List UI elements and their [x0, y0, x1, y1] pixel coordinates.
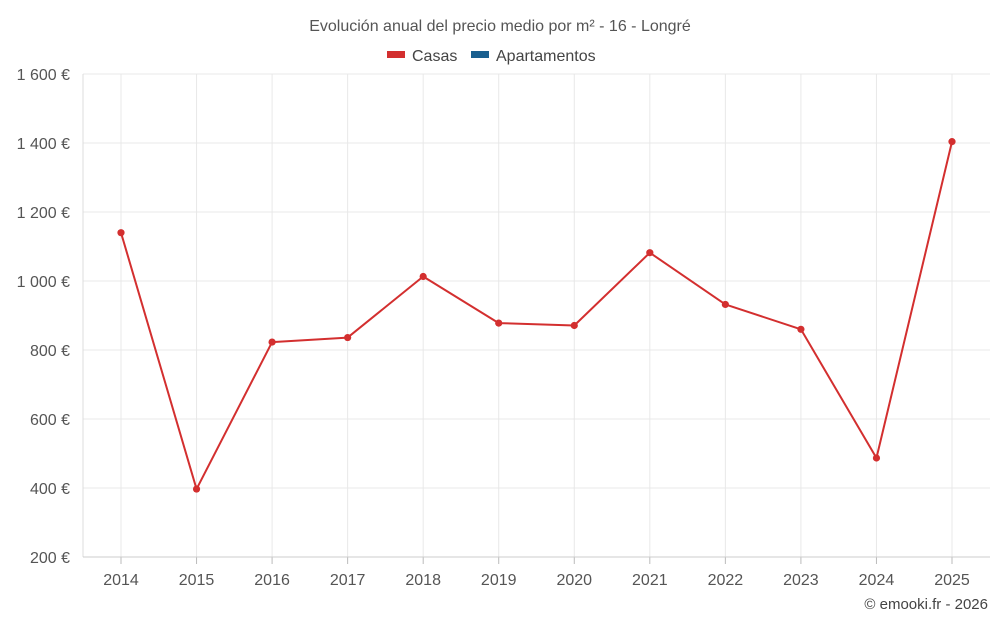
- legend: Casas Apartamentos: [387, 48, 596, 65]
- legend-item-casas[interactable]: Casas: [387, 48, 457, 65]
- chart-title: Evolución anual del precio medio por m² …: [309, 18, 691, 35]
- series-casas: [117, 138, 956, 493]
- data-point: [268, 338, 276, 346]
- data-point: [117, 229, 125, 237]
- data-point: [721, 300, 729, 309]
- series-line-casas: [120, 141, 953, 491]
- data-point: [646, 249, 654, 257]
- y-gridlines: [83, 73, 990, 489]
- legend-swatch-casas: [387, 51, 405, 58]
- x-tick-label: 2023: [783, 572, 819, 589]
- x-tick-label: 2014: [103, 572, 139, 589]
- x-tick-label: 2015: [179, 572, 215, 589]
- y-tick-label: 800 €: [30, 343, 70, 360]
- legend-label-casas: Casas: [412, 48, 457, 65]
- legend-label-apartamentos: Apartamentos: [496, 48, 596, 65]
- x-tick-label: 2020: [556, 572, 592, 589]
- y-tick-label: 1 200 €: [17, 205, 70, 222]
- y-tick-label: 400 €: [30, 481, 70, 498]
- y-tick-label: 1 400 €: [17, 136, 70, 153]
- x-gridlines: [120, 74, 953, 557]
- y-tick-label: 600 €: [30, 412, 70, 429]
- x-axis-labels: 2014 2015 2016 2017 2018 2019 2020 2021 2022 2023…: [103, 572, 970, 589]
- x-tick-label: 2022: [708, 572, 744, 589]
- x-tick-label: 2021: [632, 572, 668, 589]
- data-point: [948, 138, 956, 146]
- y-tick-label: 1 600 €: [17, 67, 70, 84]
- data-point: [872, 454, 881, 462]
- data-point: [344, 333, 352, 342]
- legend-swatch-apartamentos: [471, 51, 489, 58]
- legend-item-apartamentos[interactable]: Apartamentos: [471, 48, 596, 65]
- y-axis-labels: 200 € 400 € 600 € 800 € 1 000 € 1 200 € 1 400 …: [17, 67, 70, 567]
- credit: © emooki.fr - 2026: [864, 596, 988, 613]
- y-tick-label: 200 €: [30, 550, 70, 567]
- x-tick-label: 2019: [481, 572, 517, 589]
- data-point: [570, 321, 578, 330]
- data-point: [192, 485, 201, 493]
- data-point: [419, 272, 427, 281]
- x-tick-label: 2017: [330, 572, 366, 589]
- x-tick-label: 2025: [934, 572, 970, 589]
- data-point: [797, 325, 805, 333]
- data-point: [495, 319, 503, 327]
- x-tick-label: 2016: [254, 572, 290, 589]
- x-tick-label: 2024: [859, 572, 895, 589]
- x-tick-label: 2018: [405, 572, 441, 589]
- axes: [82, 74, 990, 564]
- y-tick-label: 1 000 €: [17, 274, 70, 291]
